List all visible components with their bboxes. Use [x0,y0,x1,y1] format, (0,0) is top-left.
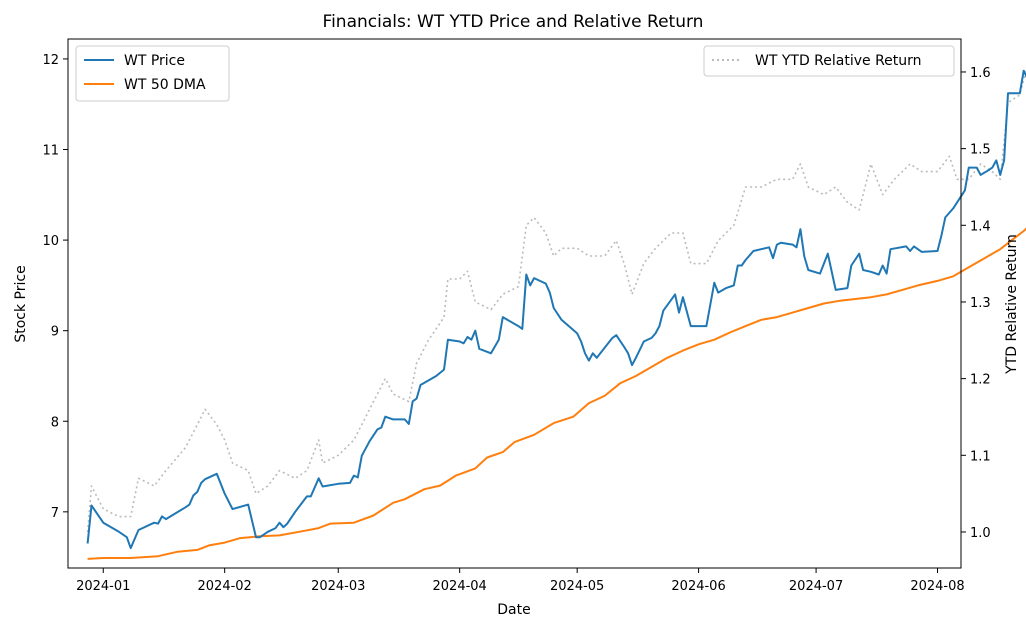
y-axis-right: 1.0 1.1 1.2 1.3 1.4 1.5 1.6 [961,66,991,541]
y-tick-label: 9 [51,325,59,340]
price-series-layer [86,69,1026,550]
y-tick-label: 7 [51,506,59,521]
x-tick-label: 2024-03 [311,579,365,594]
y-tick-label: 12 [42,53,59,68]
dma-series-layer [87,227,1026,560]
y2-tick-label: 1.0 [970,526,991,541]
y2-tick-label: 1.6 [970,66,991,81]
dma-line [87,227,1026,560]
x-tick-label: 2024-01 [76,579,130,594]
legend-relative-return-label: WT YTD Relative Return [755,53,922,69]
plot-frame [67,38,962,569]
legend-right-box [703,45,955,77]
x-tick-label: 2024-02 [198,579,252,594]
x-tick-label: 2024-07 [789,579,843,594]
relative-return-series-layer [86,67,1026,533]
y-tick-label: 10 [42,234,59,249]
y-tick-label: 11 [42,144,59,159]
y2-tick-label: 1.2 [970,373,991,388]
relative-return-line [86,67,1026,533]
plot-area [67,38,1026,569]
y-axis-label: Stock Price [13,265,29,342]
legend-price-label: WT Price [124,53,185,69]
y2-tick-label: 1.1 [970,449,991,464]
x-tick-label: 2024-05 [550,579,604,594]
x-tick-label: 2024-04 [433,579,487,594]
x-axis: 2024-01 2024-02 2024-03 2024-04 2024-05 2024-… [76,568,965,594]
legend-dma-label: WT 50 DMA [124,77,206,93]
y2-tick-label: 1.4 [970,219,991,234]
y-tick-label: 8 [51,415,59,430]
legend-right: WT YTD Relative Return [703,45,955,77]
legend-left-box [75,45,230,102]
price-line [86,69,1026,550]
y2-axis-label: YTD Relative Return [1004,234,1020,375]
x-axis-label: Date [497,602,530,618]
y2-tick-label: 1.3 [970,296,991,311]
x-tick-label: 2024-06 [671,579,725,594]
chart-title: Financials: WT YTD Price and Relative Re… [323,12,704,32]
y2-tick-label: 1.5 [970,143,991,158]
legend-left: WT Price WT 50 DMA [75,45,230,102]
x-tick-label: 2024-08 [910,579,964,594]
y-axis-left: 7 8 9 10 11 12 [42,53,68,521]
